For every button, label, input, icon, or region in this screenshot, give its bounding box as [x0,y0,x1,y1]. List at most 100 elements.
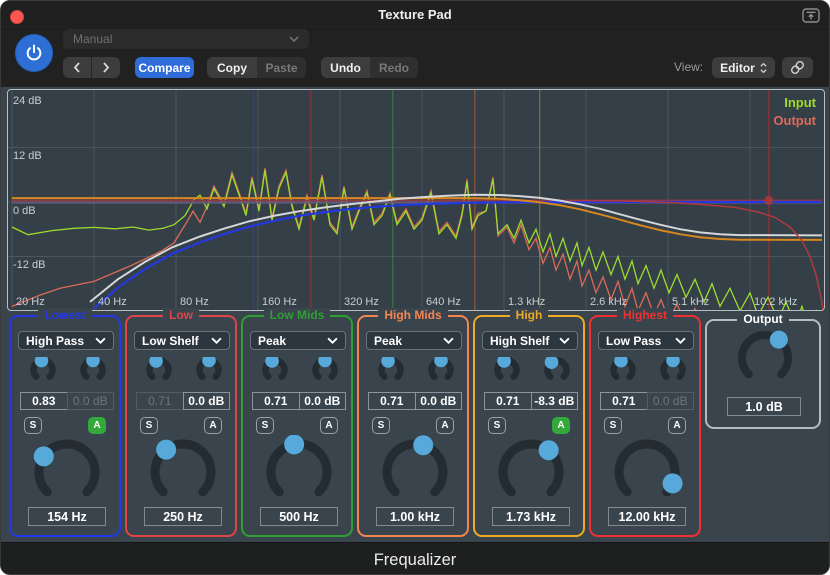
frequency-value[interactable]: 250 Hz [144,507,222,526]
titlebar: Texture Pad [1,1,829,30]
value-row: 0.71 0.0 dB [368,392,462,410]
quality-value[interactable]: 0.71 [252,392,299,410]
gain-value[interactable]: 0.0 dB [298,392,346,410]
next-preset-button[interactable] [92,57,120,78]
legend-output: Output [773,113,816,128]
frequency-response-graph[interactable]: 24 dB 12 dB 0 dB -12 dB 20 Hz 40 Hz 80 Hz 160 H… [7,89,825,311]
preset-value: Manual [73,32,113,46]
frequency-value[interactable]: 1.73 kHz [492,507,570,526]
gain-knob[interactable] [428,353,454,383]
gain-knob[interactable] [544,355,570,383]
solo-button[interactable]: S [24,417,42,434]
quality-knob[interactable] [610,353,636,383]
output-gain-value[interactable]: 1.0 dB [727,397,801,416]
frequency-knob[interactable] [610,435,684,509]
svg-text:160 Hz: 160 Hz [262,296,297,308]
gain-value[interactable]: 0.0 dB [646,392,694,410]
filter-type-dropdown[interactable]: Low Shelf [134,331,230,350]
highshelf-band-curve [12,197,823,241]
gain-knob[interactable] [196,353,222,383]
quality-knob[interactable] [30,353,56,383]
gain-value[interactable]: -8.3 dB [530,392,578,410]
previous-preset-button[interactable] [63,57,92,78]
solo-button[interactable]: S [256,417,274,434]
frequency-knob[interactable] [262,434,336,509]
legend-input: Input [784,95,816,110]
compare-button[interactable]: Compare [135,57,194,78]
redo-button[interactable]: Redo [370,57,418,78]
quality-knob[interactable] [494,354,520,383]
up-down-chevrons-icon [760,62,767,73]
frequency-value[interactable]: 1.00 kHz [376,507,454,526]
frequency-knob[interactable] [146,435,220,509]
filter-type-dropdown[interactable]: High Pass [18,331,114,350]
output-title: Output [707,312,819,326]
frequency-value[interactable]: 500 Hz [260,507,338,526]
active-button[interactable]: A [88,417,106,434]
view-dropdown[interactable]: Editor [712,57,775,78]
quality-value[interactable]: 0.71 [136,392,183,410]
frequency-knob[interactable] [494,435,568,509]
gain-value[interactable]: 0.0 dB [182,392,230,410]
frequency-knob[interactable] [30,435,104,509]
highpass-band-curve [93,200,822,310]
svg-text:640 Hz: 640 Hz [426,296,461,308]
frequency-value[interactable]: 154 Hz [28,507,106,526]
view-value: Editor [720,60,755,75]
svg-text:5.1 kHz: 5.1 kHz [672,296,709,308]
frequency-value[interactable]: 12.00 kHz [608,507,686,526]
gain-knob[interactable] [312,353,338,383]
preset-dropdown[interactable]: Manual [63,29,309,49]
solo-button[interactable]: S [372,417,390,434]
quality-knob[interactable] [378,354,404,383]
active-button[interactable]: A [320,417,338,434]
svg-text:10.2 kHz: 10.2 kHz [754,296,797,308]
gain-knob[interactable] [660,353,686,383]
band-panels: Lowest High Pass 0.83 0.0 dB S A 154 Hz … [7,308,825,542]
solo-button[interactable]: S [604,417,622,434]
chevron-right-icon [103,62,110,73]
filter-type-dropdown[interactable]: Peak [366,331,462,350]
close-button[interactable] [10,10,24,24]
solo-button[interactable]: S [488,417,506,434]
band-panel-low-mids: Low Mids Peak 0.71 0.0 dB S A 500 Hz [241,308,353,537]
undo-button[interactable]: Undo [321,57,370,78]
gain-value[interactable]: 0.0 dB [66,392,114,410]
quality-value[interactable]: 0.71 [600,392,647,410]
output-gain-knob[interactable] [734,327,796,389]
band-panel-high-mids: High Mids Peak 0.71 0.0 dB S A 1.00 kHz [357,308,469,537]
band-panel-lowest: Lowest High Pass 0.83 0.0 dB S A 154 Hz [9,308,121,537]
value-row: 0.71 0.0 dB [252,392,346,410]
quality-value[interactable]: 0.71 [368,392,415,410]
sum-response-curve [89,193,823,303]
active-button[interactable]: A [668,417,686,434]
value-row: 0.83 0.0 dB [20,392,114,410]
solo-button[interactable]: S [140,417,158,434]
gain-knob[interactable] [80,353,106,383]
input-spectrum [11,170,817,310]
gain-value[interactable]: 0.0 dB [414,392,462,410]
frequency-knob[interactable] [378,435,452,509]
copy-paste-control: Copy Paste [207,57,306,78]
power-button[interactable] [15,34,53,72]
band-handle-dot [764,195,774,205]
paste-button[interactable]: Paste [257,57,306,78]
value-row: 0.71 0.0 dB [600,392,694,410]
active-button[interactable]: A [436,417,454,434]
chevron-down-icon [443,337,454,344]
quality-knob[interactable] [146,354,172,383]
link-button[interactable] [782,57,813,78]
chevron-down-icon [211,337,222,344]
pop-out-window-icon[interactable] [802,8,820,23]
quality-value[interactable]: 0.83 [20,392,67,410]
active-button[interactable]: A [204,417,222,434]
copy-button[interactable]: Copy [207,57,257,78]
chevron-down-icon [559,337,570,344]
quality-knob[interactable] [262,354,288,383]
active-button[interactable]: A [552,417,570,434]
filter-type-dropdown[interactable]: High Shelf [482,331,578,350]
band-title: High Mids [359,308,467,322]
quality-value[interactable]: 0.71 [484,392,531,410]
filter-type-dropdown[interactable]: Low Pass [598,331,694,350]
filter-type-dropdown[interactable]: Peak [250,331,346,350]
